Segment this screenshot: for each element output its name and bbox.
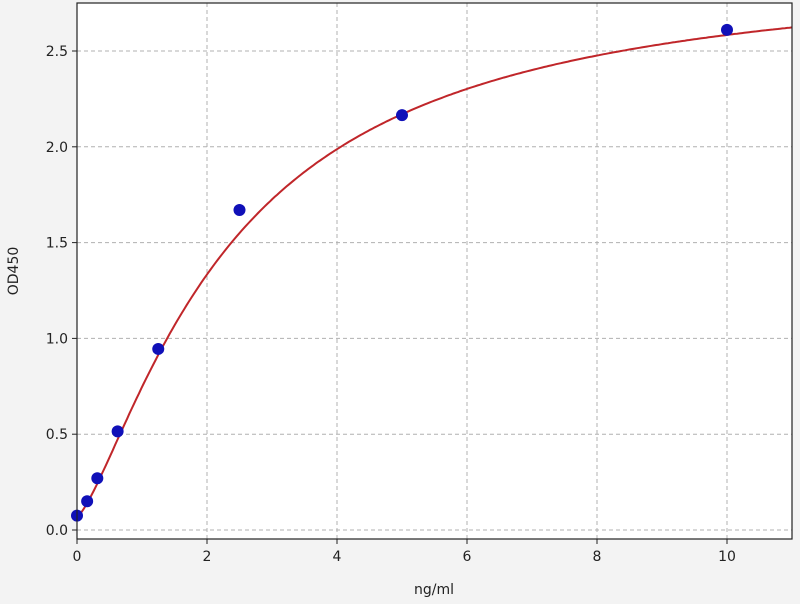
x-tick-label: 4 [333,549,342,565]
x-tick-label: 8 [593,549,602,565]
data-point [81,495,94,508]
data-point [111,425,124,438]
y-tick-label: 2.5 [46,44,68,60]
data-point [396,109,408,122]
data-points [71,23,733,522]
ticks: 0 2 4 6 8 10 0.0 0.5 1.0 1.5 2.0 2.5 [46,44,736,565]
y-tick-label: 1.0 [46,331,68,347]
data-point [721,23,733,36]
grid [76,3,792,539]
x-axis-label: ng/ml [414,582,454,598]
fit-curve [76,26,793,518]
x-tick-label: 6 [463,549,472,565]
x-tick-label: 0 [73,549,82,565]
x-tick-label: 2 [203,549,212,565]
plot-area [77,3,792,539]
data-point [91,472,104,485]
data-point [152,342,165,355]
y-tick-label: 0.0 [46,523,68,539]
y-tick-label: 0.5 [46,427,68,443]
y-tick-label: 2.0 [46,140,68,156]
fit-curve-layer [76,26,793,518]
axes-frame [76,2,793,540]
x-tick-label: 10 [718,549,736,565]
data-point [233,204,246,217]
y-axis-label: OD450 [6,247,22,296]
y-tick-label: 1.5 [46,236,68,252]
